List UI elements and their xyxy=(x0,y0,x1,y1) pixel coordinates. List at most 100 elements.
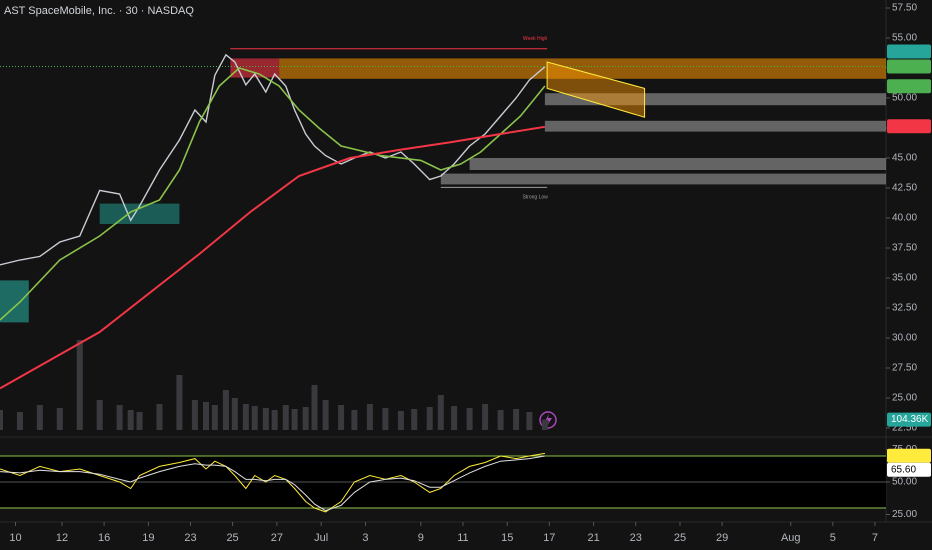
alert-icon[interactable] xyxy=(539,411,557,429)
x-tick-label: 11 xyxy=(457,532,468,544)
volume-bar xyxy=(513,409,520,430)
alert-bolt xyxy=(545,414,552,426)
zone xyxy=(544,93,886,106)
volume-bar xyxy=(426,407,433,430)
volume-bar xyxy=(127,410,134,430)
zone xyxy=(544,120,886,132)
rsi-line xyxy=(0,452,545,513)
volume-bar xyxy=(311,385,318,430)
volume-bar xyxy=(222,390,229,430)
volume-bar xyxy=(0,410,3,430)
x-tick-label: 5 xyxy=(830,532,836,544)
volume-bar xyxy=(36,405,43,430)
price-label: 65.60 xyxy=(891,464,916,475)
x-tick-label: 19 xyxy=(142,532,154,544)
volume-bar xyxy=(497,410,504,430)
volume-bar xyxy=(262,408,269,430)
volume-bar xyxy=(322,400,329,430)
volume-bar xyxy=(411,409,418,430)
zone xyxy=(230,58,280,78)
volume-bar xyxy=(466,408,473,430)
volume-bar xyxy=(76,340,83,430)
x-tick-label: 23 xyxy=(184,532,196,544)
volume-bar xyxy=(211,405,218,430)
y-tick-label: 27.50 xyxy=(892,363,917,374)
volume-bar xyxy=(191,400,198,430)
zone xyxy=(469,158,886,170)
y-tick-label: 22.50 xyxy=(892,423,917,434)
x-tick-label: 29 xyxy=(716,532,728,544)
x-tick-label: 9 xyxy=(418,532,424,544)
volume-bar xyxy=(338,405,345,430)
x-tick-label: 25 xyxy=(674,532,686,544)
volume-bar xyxy=(242,404,249,430)
volume-bar xyxy=(302,407,309,430)
price-label: 104.36K xyxy=(891,414,929,425)
volume-bar xyxy=(231,398,238,430)
y-tick-label: 42.50 xyxy=(892,183,917,194)
volume-bar xyxy=(136,412,143,430)
volume-bar xyxy=(251,406,258,430)
volume-bar xyxy=(451,406,458,430)
x-tick-label: 21 xyxy=(587,532,599,544)
volume-bar xyxy=(116,405,123,430)
rsi-tick-label: 50.00 xyxy=(892,477,917,488)
volume-bar xyxy=(96,400,103,430)
x-tick-label: 23 xyxy=(630,532,642,544)
volume-bar xyxy=(271,410,278,430)
volume-bar xyxy=(397,411,404,430)
rsi-line xyxy=(0,455,545,512)
volume-bar xyxy=(156,404,163,430)
y-tick-label: 25.00 xyxy=(892,393,917,404)
x-tick-label: 3 xyxy=(362,532,368,544)
volume-bar xyxy=(56,408,63,430)
x-tick-label: 15 xyxy=(501,532,513,544)
price-line xyxy=(0,53,546,266)
volume-bar xyxy=(282,405,289,430)
volume-bar xyxy=(541,419,548,430)
x-tick-label: 10 xyxy=(9,532,21,544)
level-label: Strong Low xyxy=(522,195,548,201)
y-tick-label: 50.00 xyxy=(892,93,917,104)
y-tick-label: 30.00 xyxy=(892,333,917,344)
price-label-bg xyxy=(887,462,931,477)
x-tick-label: 7 xyxy=(872,532,878,544)
volume-bar xyxy=(366,404,373,430)
y-tick-label: 32.50 xyxy=(892,303,917,314)
x-tick-label: Aug xyxy=(781,532,801,544)
price-label-bg xyxy=(887,119,931,134)
price-line xyxy=(0,125,546,390)
channel xyxy=(546,61,646,118)
price-line xyxy=(0,67,546,321)
x-tick-label: Jul xyxy=(314,532,328,544)
x-tick-label: 25 xyxy=(226,532,238,544)
x-tick-label: 27 xyxy=(271,532,283,544)
volume-bar xyxy=(526,412,533,430)
y-tick-label: 40.00 xyxy=(892,213,917,224)
volume-bar xyxy=(437,395,444,430)
y-tick-label: 37.50 xyxy=(892,243,917,254)
y-tick-label: 45.00 xyxy=(892,153,917,164)
volume-bar xyxy=(16,412,23,430)
volume-bar xyxy=(202,402,209,430)
y-tick-label: 57.50 xyxy=(892,3,917,14)
zone xyxy=(99,203,180,224)
volume-bar xyxy=(351,410,358,430)
y-tick-label: 55.00 xyxy=(892,33,917,44)
x-tick-label: 17 xyxy=(543,532,555,544)
volume-bar xyxy=(291,409,298,430)
chart-title: AST SpaceMobile, Inc. · 30 · NASDAQ xyxy=(4,5,194,17)
x-tick-label: 16 xyxy=(98,532,110,544)
volume-bar xyxy=(382,408,389,430)
price-label-bg xyxy=(887,44,931,59)
level-label: Week High xyxy=(523,36,548,42)
price-label-bg xyxy=(887,412,931,427)
x-tick-label: 12 xyxy=(56,532,68,544)
zone xyxy=(440,173,886,185)
zone xyxy=(279,58,887,79)
y-tick-label: 35.00 xyxy=(892,273,917,284)
price-label-bg xyxy=(887,79,931,94)
volume-bar xyxy=(176,375,183,430)
